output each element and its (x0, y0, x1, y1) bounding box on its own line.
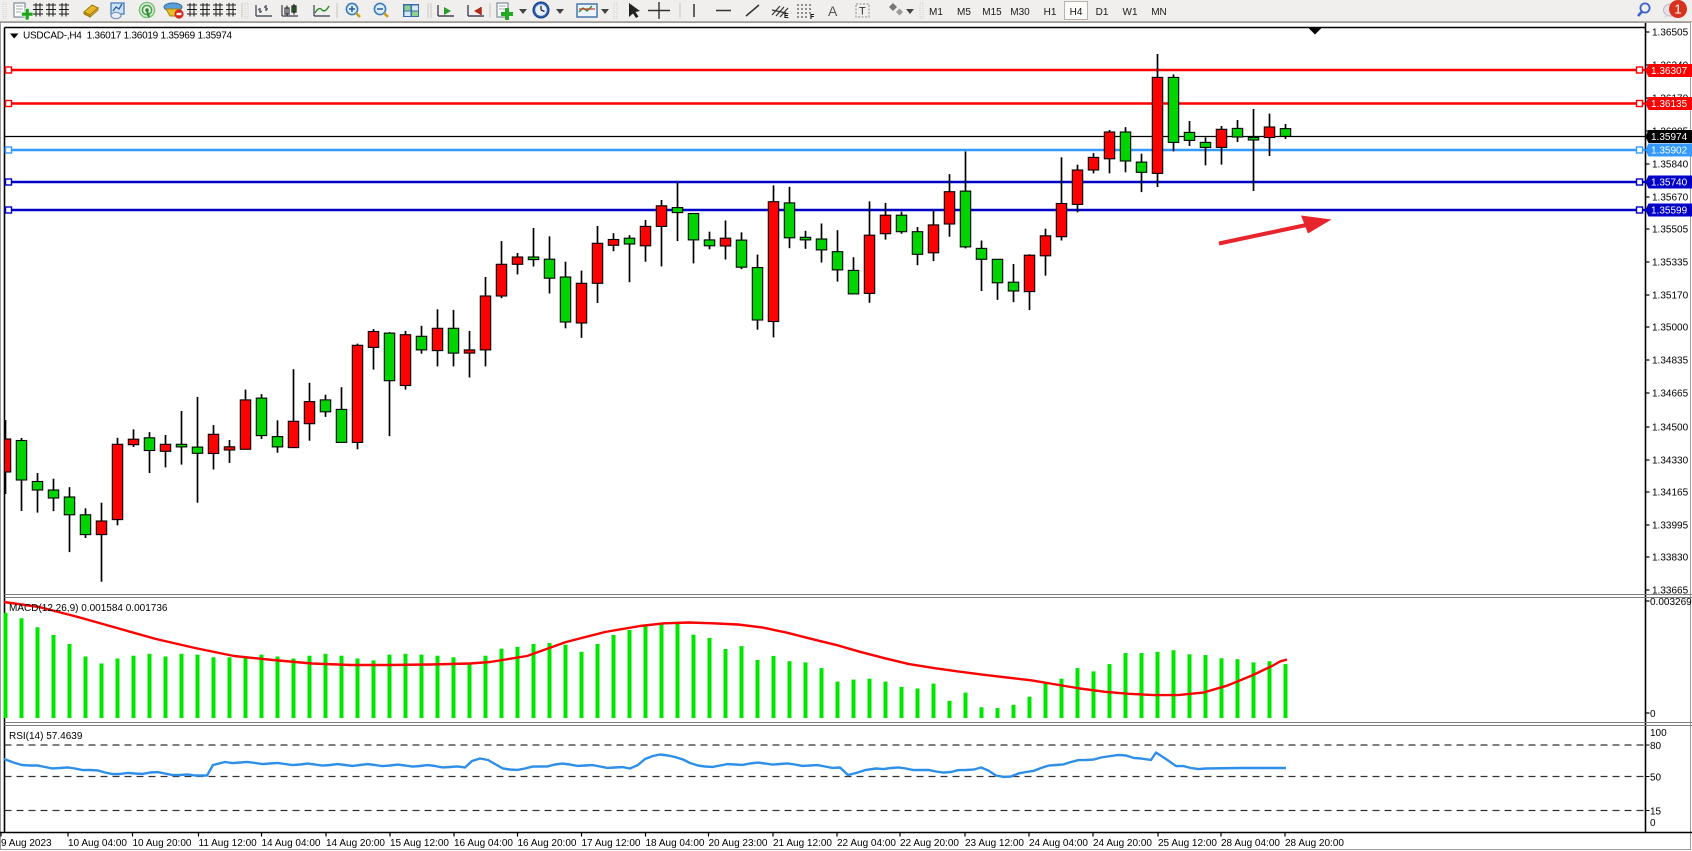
svg-text:USDCAD-,H4 1.36017 1.36019 1.: USDCAD-,H4 1.36017 1.36019 1.35969 1.359… (23, 31, 233, 42)
svg-text:50: 50 (1650, 773, 1662, 784)
svg-text:24 Aug 04:00: 24 Aug 04:00 (1029, 838, 1088, 849)
svg-text:15: 15 (1650, 807, 1662, 818)
svg-text:10 Aug 20:00: 10 Aug 20:00 (133, 838, 192, 849)
svg-text:21 Aug 12:00: 21 Aug 12:00 (773, 838, 832, 849)
svg-text:1.34665: 1.34665 (1652, 389, 1689, 400)
svg-text:16 Aug 20:00: 16 Aug 20:00 (518, 838, 577, 849)
svg-text:1.35740: 1.35740 (1651, 178, 1688, 189)
svg-text:15 Aug 12:00: 15 Aug 12:00 (390, 838, 449, 849)
svg-text:18 Aug 04:00: 18 Aug 04:00 (646, 838, 705, 849)
svg-text:28 Aug 20:00: 28 Aug 20:00 (1285, 838, 1344, 849)
svg-text:22 Aug 04:00: 22 Aug 04:00 (837, 838, 896, 849)
svg-text:1.34835: 1.34835 (1652, 356, 1689, 367)
svg-text:RSI(14) 57.4639: RSI(14) 57.4639 (9, 731, 83, 742)
svg-text:0: 0 (1650, 709, 1656, 720)
svg-text:1.35840: 1.35840 (1652, 160, 1689, 171)
svg-text:23 Aug 12:00: 23 Aug 12:00 (965, 838, 1024, 849)
svg-text:1.35974: 1.35974 (1651, 132, 1688, 143)
svg-text:17 Aug 12:00: 17 Aug 12:00 (582, 838, 641, 849)
svg-text:14 Aug 04:00: 14 Aug 04:00 (262, 838, 321, 849)
svg-text:1.35902: 1.35902 (1651, 146, 1688, 157)
svg-text:1.35599: 1.35599 (1651, 206, 1688, 217)
svg-text:10 Aug 04:00: 10 Aug 04:00 (68, 838, 127, 849)
svg-text:24 Aug 20:00: 24 Aug 20:00 (1093, 838, 1152, 849)
svg-text:1.35670: 1.35670 (1652, 193, 1689, 204)
svg-text:H1: H1 (1044, 7, 1057, 18)
svg-text:14 Aug 20:00: 14 Aug 20:00 (326, 838, 385, 849)
svg-text:M5: M5 (957, 7, 971, 18)
svg-text:80: 80 (1650, 741, 1662, 752)
svg-text:F: F (810, 14, 815, 21)
svg-text:D1: D1 (1096, 7, 1109, 18)
svg-text:W1: W1 (1123, 7, 1138, 18)
svg-text:1.35170: 1.35170 (1652, 291, 1689, 302)
svg-text:1.34330: 1.34330 (1652, 456, 1689, 467)
svg-text:1.34165: 1.34165 (1652, 488, 1689, 499)
svg-text:25 Aug 12:00: 25 Aug 12:00 (1158, 838, 1217, 849)
svg-text:1.33830: 1.33830 (1652, 553, 1689, 564)
svg-text:M30: M30 (1010, 7, 1030, 18)
svg-text:MACD(12,26,9) 0.001584 0.00173: MACD(12,26,9) 0.001584 0.001736 (9, 603, 168, 614)
svg-text:1.33665: 1.33665 (1652, 586, 1689, 597)
svg-text:9 Aug 2023: 9 Aug 2023 (1, 838, 52, 849)
svg-text:MN: MN (1151, 7, 1167, 18)
svg-text:16 Aug 04:00: 16 Aug 04:00 (454, 838, 513, 849)
svg-text:H4: H4 (1070, 7, 1083, 18)
svg-text:1.36307: 1.36307 (1651, 66, 1688, 77)
svg-text:1.36135: 1.36135 (1651, 99, 1688, 110)
svg-text:M15: M15 (982, 7, 1002, 18)
svg-text:E: E (784, 13, 789, 20)
svg-text:1.33995: 1.33995 (1652, 521, 1689, 532)
svg-text:28 Aug 04:00: 28 Aug 04:00 (1221, 838, 1280, 849)
svg-text:1.35000: 1.35000 (1652, 323, 1689, 334)
svg-text:0.003269: 0.003269 (1650, 597, 1692, 608)
svg-text:22 Aug 20:00: 22 Aug 20:00 (900, 838, 959, 849)
svg-text:11 Aug 12:00: 11 Aug 12:00 (199, 838, 258, 849)
svg-text:T: T (859, 6, 866, 18)
svg-text:1.34500: 1.34500 (1652, 423, 1689, 434)
svg-text:100: 100 (1650, 728, 1667, 739)
svg-text:0: 0 (1650, 818, 1656, 829)
svg-text:M1: M1 (929, 7, 943, 18)
svg-text:A: A (828, 3, 838, 19)
svg-text:1: 1 (1674, 2, 1681, 17)
svg-text:1.35505: 1.35505 (1652, 225, 1689, 236)
svg-text:20 Aug 23:00: 20 Aug 23:00 (709, 838, 768, 849)
svg-text:1.35335: 1.35335 (1652, 258, 1689, 269)
svg-text:1.36505: 1.36505 (1652, 28, 1689, 39)
